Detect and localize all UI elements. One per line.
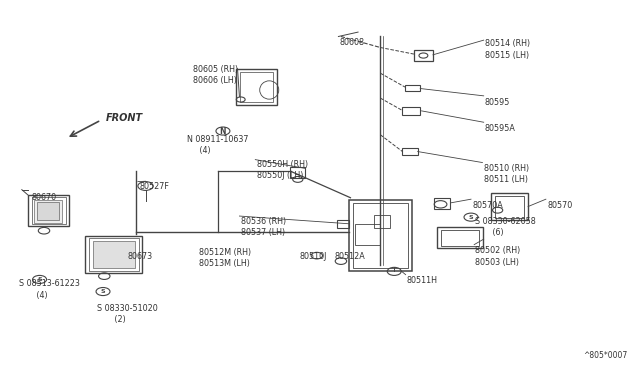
Bar <box>495 196 524 218</box>
Text: 80510J: 80510J <box>299 252 326 261</box>
Text: 80570: 80570 <box>547 201 572 210</box>
Bar <box>37 202 59 221</box>
Text: 80608: 80608 <box>339 38 364 46</box>
Bar <box>290 167 305 178</box>
Text: 80673: 80673 <box>128 252 153 261</box>
Text: 80510 (RH)
80511 (LH): 80510 (RH) 80511 (LH) <box>484 164 529 184</box>
Text: 80512A: 80512A <box>335 252 365 261</box>
Bar <box>28 195 69 226</box>
Bar <box>355 224 380 245</box>
Text: 80512M (RH)
80513M (LH): 80512M (RH) 80513M (LH) <box>200 248 252 268</box>
Text: 80595A: 80595A <box>485 124 516 133</box>
Bar <box>403 148 418 155</box>
Text: S 08330-62058
       (6): S 08330-62058 (6) <box>476 217 536 237</box>
Bar <box>85 236 142 273</box>
Text: 80570A: 80570A <box>472 201 503 210</box>
Text: 80605 (RH)
80606 (LH): 80605 (RH) 80606 (LH) <box>193 65 238 85</box>
Text: 80536 (RH)
80537 (LH): 80536 (RH) 80537 (LH) <box>241 217 286 237</box>
Bar <box>440 230 479 246</box>
Text: S: S <box>100 289 106 294</box>
Circle shape <box>464 213 478 221</box>
Bar <box>89 238 138 271</box>
Text: 80511H: 80511H <box>407 276 438 285</box>
Text: FRONT: FRONT <box>106 113 143 123</box>
Text: S 08513-61223
       (4): S 08513-61223 (4) <box>19 279 79 299</box>
Text: 80670: 80670 <box>31 193 56 202</box>
Text: N: N <box>220 126 226 135</box>
Circle shape <box>96 288 110 296</box>
Bar <box>34 200 62 223</box>
Text: 80514 (RH)
80515 (LH): 80514 (RH) 80515 (LH) <box>485 39 530 60</box>
Bar <box>349 199 412 271</box>
Bar <box>337 220 349 228</box>
Bar <box>374 215 390 228</box>
Bar <box>405 85 420 92</box>
Bar <box>492 193 528 220</box>
Text: S: S <box>468 215 474 219</box>
Text: N 08911-10637
     (4): N 08911-10637 (4) <box>187 135 248 155</box>
Text: ^805*0007: ^805*0007 <box>584 351 628 360</box>
Text: S 08330-51020
       (2): S 08330-51020 (2) <box>97 304 157 324</box>
Text: 80502 (RH)
80503 (LH): 80502 (RH) 80503 (LH) <box>476 247 521 267</box>
Text: 80550H (RH)
80550J (LH): 80550H (RH) 80550J (LH) <box>257 160 308 180</box>
Text: 80527F: 80527F <box>139 182 169 191</box>
Bar <box>434 198 450 209</box>
Circle shape <box>33 275 47 283</box>
Bar <box>32 198 65 224</box>
Bar <box>403 107 420 115</box>
Bar <box>353 203 408 268</box>
Bar <box>236 70 277 105</box>
Bar <box>240 73 273 102</box>
Bar <box>93 241 135 269</box>
Bar <box>437 227 483 248</box>
Text: 80595: 80595 <box>485 98 510 107</box>
Text: S: S <box>37 277 42 282</box>
Bar <box>414 50 433 61</box>
